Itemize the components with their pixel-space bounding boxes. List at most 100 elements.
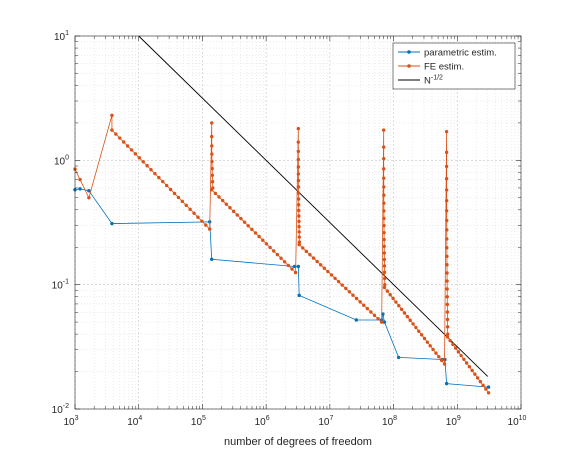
fe-series-point — [333, 276, 337, 280]
fe-series-point — [157, 175, 161, 180]
legend-item: parametric estim. — [398, 48, 497, 59]
legend-item: N-1/2 — [398, 75, 443, 87]
fe-series-point — [164, 183, 169, 188]
fe-series-point — [446, 332, 450, 336]
fe-series-point — [444, 129, 449, 134]
fe-series-point — [296, 157, 301, 162]
fe-series-point — [382, 145, 386, 149]
fe-series-point — [297, 235, 301, 239]
fe-series-point — [445, 237, 449, 241]
fe-series-point — [296, 185, 301, 189]
fe-series-point — [439, 358, 444, 363]
fe-series-point — [297, 240, 302, 244]
fe-series-point — [129, 148, 134, 152]
fe-series-point — [344, 286, 348, 291]
fe-series-point — [311, 256, 316, 260]
fe-series-point — [456, 350, 461, 354]
fe-series-point — [470, 368, 474, 373]
x-tick-label: 104 — [127, 415, 142, 428]
axis-ticks — [74, 35, 522, 410]
fe-series-point — [318, 263, 323, 267]
fe-series-point — [394, 300, 398, 304]
y-axis-tick-labels: 10-2 10-1 100 101 — [52, 30, 69, 416]
parametric-series-point — [78, 187, 82, 191]
y-tick-label: 10-2 — [52, 403, 69, 416]
fe-series-point — [405, 314, 410, 319]
fe-series-point — [200, 219, 204, 223]
fe-series-point — [137, 156, 142, 160]
fe-series-point — [382, 270, 387, 274]
fe-series-point — [382, 223, 386, 228]
parametric-series-point — [382, 320, 387, 324]
fe-series-point — [442, 362, 447, 366]
fe-series-point — [379, 320, 384, 324]
fe-series-point — [445, 279, 449, 283]
fe-series-point — [210, 180, 215, 184]
fe-series-point — [297, 219, 301, 224]
fe-series-point — [145, 164, 149, 168]
minor-grid — [75, 36, 521, 409]
fe-series-point — [382, 230, 386, 235]
fe-series-point — [434, 351, 438, 355]
fe-series-point — [445, 246, 449, 250]
fe-series-point — [475, 376, 480, 380]
fe-series-point — [176, 195, 181, 200]
reference-line — [138, 35, 489, 377]
fe-series-point — [445, 317, 450, 322]
fe-series-point — [296, 140, 301, 144]
fe-series-point — [391, 296, 395, 301]
fe-series-point — [250, 227, 254, 232]
fe-series-point — [382, 176, 386, 180]
parametric-series-point — [297, 293, 301, 298]
fe-series-point — [231, 209, 236, 214]
fe-series-point — [365, 306, 370, 311]
fe-series-point — [397, 303, 401, 308]
legend-swatch-marker — [407, 64, 411, 68]
fe-series-point — [354, 296, 359, 301]
fe-series-point — [372, 313, 377, 318]
parametric-series-point — [354, 318, 358, 322]
fe-series-point — [382, 276, 387, 281]
fe-series-point — [235, 213, 239, 217]
parametric-series-point — [87, 188, 91, 193]
x-tick-label: 107 — [318, 415, 333, 428]
fe-series-point — [118, 136, 122, 140]
legend-label: parametric estim. — [424, 48, 497, 59]
fe-series-point — [149, 168, 153, 172]
fe-series-point — [114, 132, 118, 136]
fe-series-point — [425, 340, 430, 344]
fe-series-point — [382, 251, 386, 255]
fe-series-point — [78, 177, 82, 182]
fe-series-point — [444, 177, 449, 181]
fe-series-point — [467, 365, 472, 369]
fe-series-point — [228, 206, 232, 210]
fe-series-point — [296, 191, 301, 195]
parametric-series-point — [210, 257, 214, 261]
fe-series-point — [464, 361, 469, 365]
fe-series-point — [445, 335, 450, 339]
fe-series-point — [141, 160, 145, 164]
fe-series-point — [297, 203, 301, 207]
fe-series-point — [445, 310, 450, 314]
fe-series-point — [268, 245, 272, 250]
fe-series-point — [290, 267, 294, 271]
fe-series-point — [382, 244, 386, 249]
fe-series-point — [286, 263, 291, 268]
fe-series-point — [210, 134, 214, 139]
fe-series-point — [382, 185, 386, 189]
reference-line-line — [138, 35, 489, 377]
fe-series-point — [296, 149, 301, 154]
parametric-series-point — [486, 385, 491, 389]
fe-series-point — [347, 290, 352, 294]
fe-series-point — [296, 178, 301, 183]
fe-series-point — [402, 311, 407, 315]
fe-series-point — [419, 333, 424, 337]
fe-series-point — [382, 167, 386, 171]
fe-series-point — [444, 198, 449, 203]
fe-series-point — [445, 228, 449, 232]
fe-series-point — [445, 218, 449, 223]
fe-series-point — [478, 379, 483, 384]
fe-series-point — [382, 209, 386, 213]
fe-series-point — [297, 225, 301, 229]
